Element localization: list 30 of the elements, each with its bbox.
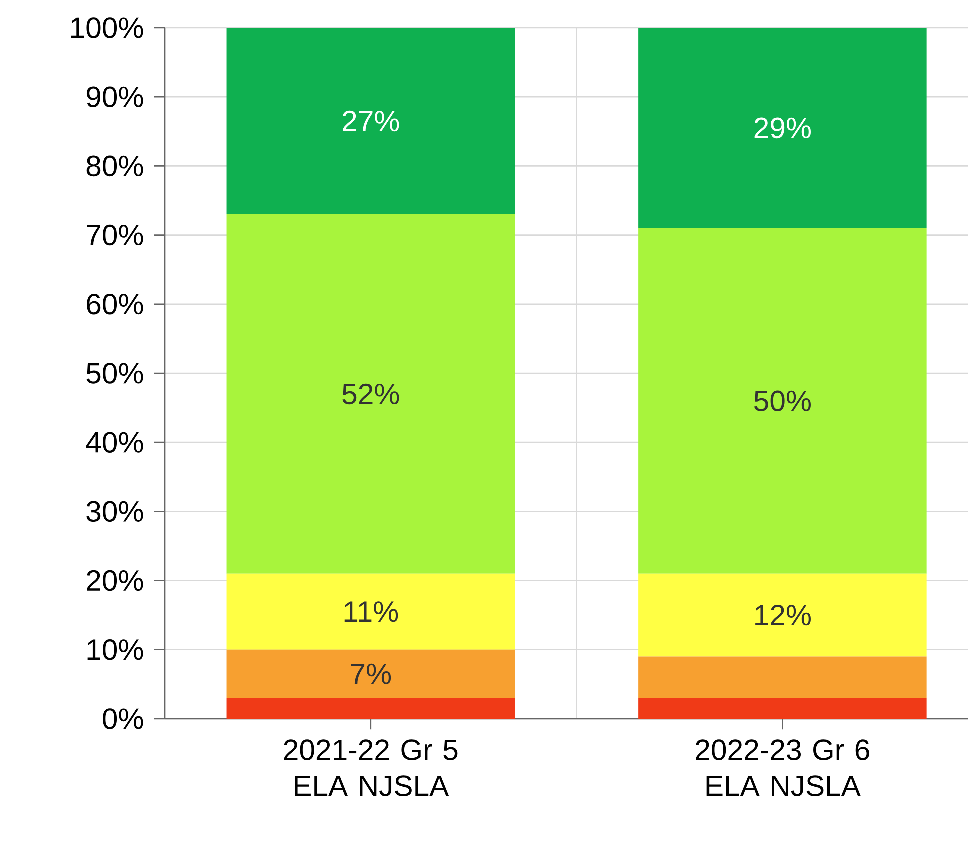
bar — [226, 28, 516, 215]
x-tick-label: 2021-22 Gr 5 ELA NJSLA — [284, 740, 458, 796]
y-tick-label: 40% — [86, 432, 144, 453]
data-label: 12% — [756, 604, 811, 626]
y-tick-label: 50% — [86, 363, 144, 384]
y-tick-label: 20% — [87, 570, 144, 592]
bar — [226, 214, 516, 574]
bar — [638, 28, 927, 228]
bar — [226, 698, 516, 719]
bar — [226, 650, 516, 698]
bar — [638, 574, 927, 657]
x-tick-label: 2022-23 Gr 6 ELA NJSLA — [696, 740, 870, 796]
bar — [638, 698, 927, 719]
y-tick-label: 90% — [86, 86, 144, 108]
y-tick-label: 0% — [103, 708, 144, 730]
y-tick-label: 100% — [72, 18, 144, 38]
bar — [638, 656, 927, 698]
y-tick-label: 30% — [86, 501, 144, 522]
bar — [638, 228, 927, 574]
data-label: 29% — [754, 118, 811, 139]
y-tick-label: 80% — [86, 156, 144, 177]
data-label: 7% — [351, 664, 392, 684]
data-label: 50% — [754, 390, 811, 412]
y-tick-label: 70% — [87, 224, 144, 246]
bar — [226, 574, 516, 650]
data-label: 52% — [342, 384, 400, 405]
y-tick-label: 10% — [88, 639, 144, 660]
y-tick-label: 60% — [87, 294, 144, 315]
data-label: 11% — [344, 602, 398, 622]
data-label: 27% — [343, 110, 400, 132]
